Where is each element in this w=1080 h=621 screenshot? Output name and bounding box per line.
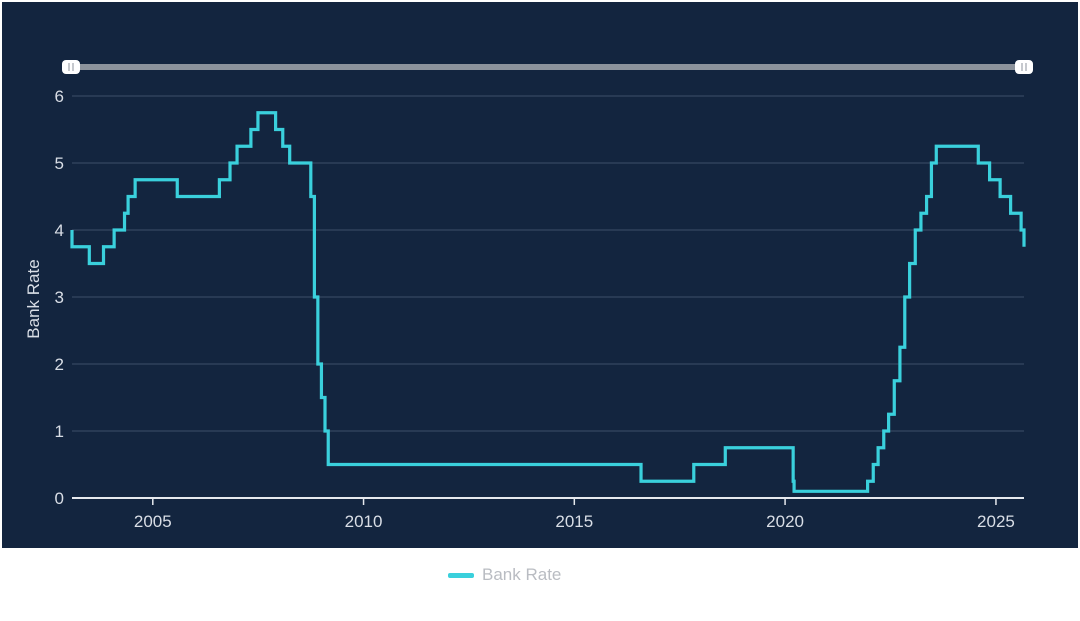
navigator-left-handle[interactable] <box>62 60 80 74</box>
y-tick-label: 1 <box>55 422 64 441</box>
navigator-track[interactable] <box>72 64 1024 70</box>
y-tick-label: 0 <box>55 489 64 508</box>
grid-lines <box>72 95 1024 432</box>
bank-rate-chart: 0 1 2 3 4 5 6 2005 2010 2015 2020 2025 Bank Rate <box>2 2 1078 548</box>
chart-panel: 0 1 2 3 4 5 6 2005 2010 2015 2020 2025 Bank Rate <box>2 2 1078 548</box>
x-tick-label: 2015 <box>555 512 593 531</box>
axes: 0 1 2 3 4 5 6 2005 2010 2015 2020 2025 <box>55 87 1024 531</box>
series-layer <box>70 111 1026 493</box>
series-line-bank-rate <box>70 111 1026 493</box>
x-tick-label: 2025 <box>977 512 1015 531</box>
x-tick-label: 2010 <box>345 512 383 531</box>
y-tick-label: 3 <box>55 288 64 307</box>
x-tick-label: 2020 <box>766 512 804 531</box>
navigator-right-handle[interactable] <box>1015 60 1033 74</box>
legend-swatch <box>448 572 474 578</box>
range-navigator[interactable] <box>62 60 1033 74</box>
y-axis-title: Bank Rate <box>24 259 43 338</box>
x-tick-label: 2005 <box>134 512 172 531</box>
y-tick-label: 6 <box>55 87 64 106</box>
y-tick-label: 5 <box>55 154 64 173</box>
legend-label: Bank Rate <box>482 565 562 584</box>
chart-background <box>2 2 1078 548</box>
y-tick-label: 4 <box>55 221 64 240</box>
legend[interactable]: Bank Rate <box>448 565 561 585</box>
y-tick-label: 2 <box>55 355 64 374</box>
